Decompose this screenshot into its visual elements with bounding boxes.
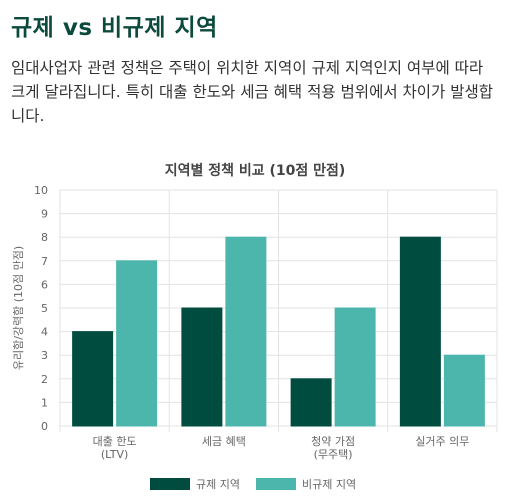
- bar-regulated: [72, 331, 114, 427]
- bar-chart: 지역별 정책 비교 (10점 만점) 0 1 2 3 4 5 6 7 8 9 10 유리함/강력함 …: [12, 162, 498, 491]
- x-tick-label: 청약 가점: [311, 434, 355, 448]
- y-tick-label: 7: [41, 255, 48, 268]
- legend-label: 비규제 지역: [302, 478, 356, 491]
- y-tick-label: 4: [41, 326, 48, 339]
- y-tick-label: 1: [41, 396, 48, 409]
- bars: [72, 236, 485, 427]
- x-axis-ticks: 대출 한도(LTV) 세금 혜택 청약 가점(무주택) 실거주 의무: [93, 434, 470, 461]
- bar-non-regulated: [225, 236, 267, 427]
- y-tick-label: 2: [41, 373, 48, 386]
- x-tick-label: (LTV): [101, 448, 128, 461]
- bar-regulated: [399, 236, 441, 427]
- chart-title: 지역별 정책 비교 (10점 만점): [165, 162, 346, 179]
- x-tick-label: 세금 혜택: [202, 435, 246, 448]
- bar-non-regulated: [443, 354, 485, 427]
- intro-paragraph: 임대사업자 관련 정책은 주택이 위치한 지역이 규제 지역인지 여부에 따라 …: [11, 59, 493, 125]
- y-tick-label: 9: [41, 208, 48, 221]
- legend-swatch: [150, 478, 190, 490]
- page-title: 규제 vs 비규제 지역: [11, 15, 218, 41]
- bar-regulated: [181, 307, 223, 427]
- y-tick-label: 8: [41, 231, 48, 244]
- y-axis-ticks: 0 1 2 3 4 5 6 7 8 9 10: [34, 184, 48, 433]
- y-tick-label: 0: [41, 420, 48, 433]
- y-axis-label: 유리함/강력함 (10점 만점): [12, 246, 25, 370]
- y-tick-label: 10: [34, 184, 48, 197]
- y-tick-label: 3: [41, 349, 48, 362]
- y-tick-label: 5: [41, 302, 48, 315]
- legend-label: 규제 지역: [196, 478, 240, 491]
- bar-non-regulated: [116, 260, 158, 427]
- legend-swatch: [256, 478, 296, 490]
- bar-non-regulated: [334, 307, 376, 427]
- x-tick-label: 실거주 의무: [415, 435, 469, 448]
- x-tick-label: 대출 한도: [93, 435, 137, 448]
- legend: 규제 지역 비규제 지역: [150, 478, 356, 491]
- bar-regulated: [290, 378, 332, 427]
- x-tick-label: (무주택): [314, 448, 353, 461]
- y-tick-label: 6: [41, 278, 48, 291]
